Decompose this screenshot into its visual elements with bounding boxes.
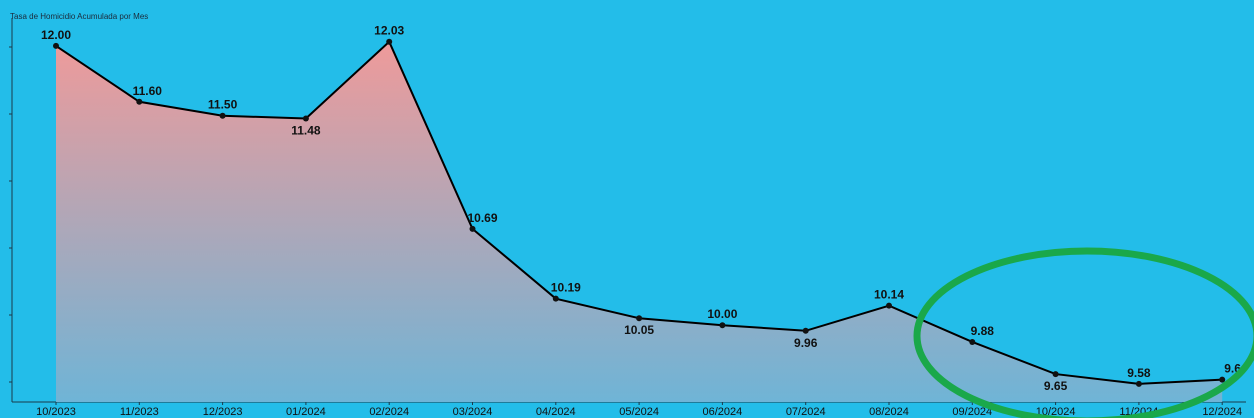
data-point [886, 302, 892, 309]
data-label: 12.03 [374, 24, 404, 38]
x-tick-label: 03/2024 [453, 406, 493, 418]
x-tick-label: 12/2023 [203, 406, 243, 418]
data-point [1052, 371, 1059, 378]
annotations [913, 247, 1254, 418]
data-label: 10.14 [874, 288, 904, 302]
data-point [1135, 380, 1142, 387]
x-tick-label: 04/2024 [536, 406, 576, 418]
x-tick-labels: 10/2023 11/2023 12/2023 01/2024 02/2024 03/20… [36, 402, 1242, 418]
data-label: 9.96 [794, 336, 818, 350]
area-fill [56, 41, 1223, 402]
data-label: 10.05 [624, 323, 654, 337]
highlight-ellipse [913, 247, 1254, 418]
data-point [469, 225, 476, 232]
x-tick-label: 06/2024 [703, 406, 743, 418]
data-label: 12.00 [41, 28, 71, 42]
chart-title: Tasa de Homicidio Acumulada por Mes [10, 12, 149, 21]
area-path [56, 41, 1223, 402]
data-point [302, 115, 309, 122]
data-point [1219, 376, 1226, 383]
data-point [969, 338, 976, 345]
x-tick-label: 11/2023 [120, 406, 159, 418]
data-point [802, 327, 809, 334]
data-label: 9.65 [1044, 379, 1068, 393]
data-point [719, 322, 726, 329]
data-label: 10.19 [551, 281, 581, 295]
x-tick-label: 10/2023 [36, 406, 76, 418]
data-point [53, 42, 59, 49]
data-label: 10.00 [707, 307, 737, 321]
x-tick-label: 01/2024 [286, 406, 326, 418]
data-label: 9.58 [1127, 366, 1151, 380]
x-tick-label: 02/2024 [369, 406, 409, 418]
data-point [136, 98, 143, 105]
x-tick-label: 12/2024 [1202, 406, 1242, 418]
data-label: 11.60 [133, 84, 163, 98]
data-point [219, 112, 226, 119]
data-point [552, 295, 559, 302]
data-labels: 12.00 11.60 11.50 11.48 12.03 10.69 10.19 10.05… [41, 24, 1244, 393]
data-label: 11.48 [291, 124, 321, 138]
x-tick-label: 05/2024 [619, 406, 659, 418]
x-tick-label: 08/2024 [869, 406, 909, 418]
data-label: 11.50 [208, 98, 238, 112]
data-label: 9.88 [971, 324, 995, 338]
data-points [53, 38, 1226, 387]
data-point [636, 315, 643, 322]
data-point [386, 38, 393, 45]
x-tick-label: 07/2024 [786, 406, 826, 418]
data-label: 10.69 [467, 211, 497, 225]
x-tick-label: 09/2024 [952, 406, 992, 418]
